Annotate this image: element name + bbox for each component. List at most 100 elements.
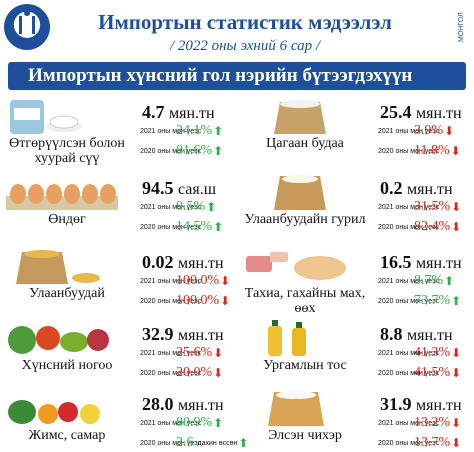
- change-percent: 13.2%: [414, 415, 451, 431]
- change-label: 2021 оны мөн үеэс: [378, 277, 440, 285]
- rice-sack-icon: [240, 96, 360, 136]
- amount-value: 4.7: [142, 102, 169, 122]
- change-note: дахин өссөн: [197, 439, 238, 447]
- product-card: Жимс, самар 28.0 мян.тн 2021 оны мөн үеэс8…: [2, 388, 248, 452]
- change-label: 2020 оны мөн үеэс: [140, 223, 202, 231]
- change-label: 2021 оны мөн үеэс: [140, 349, 202, 357]
- change-percent: 25.6%: [176, 345, 213, 361]
- product-amount: 32.9 мян.тн: [142, 324, 224, 345]
- arrow-up-icon: ⬆: [206, 199, 217, 214]
- change-label: 2020 оны мөн үеэс: [378, 147, 440, 155]
- sugar-sack-icon: [240, 388, 360, 428]
- arrow-up-icon: ⬆: [213, 219, 224, 234]
- change-label: 2021 оны мөн үеэс: [140, 277, 202, 285]
- arrow-up-icon: ⬆: [444, 273, 455, 288]
- product-name: Цагаан будаа: [266, 136, 344, 151]
- change-percent: 81.6%: [176, 143, 213, 159]
- product-card: Ургамлын тос 8.8 мян.тн 2021 оны мөн үеэс4…: [240, 318, 474, 384]
- logo-icon: [4, 4, 50, 50]
- amount-unit: мян.тн: [169, 105, 215, 122]
- milk-powder-icon: [2, 96, 122, 136]
- product-amount: 31.9 мян.тн: [380, 394, 462, 415]
- change-percent: 82.4%: [414, 219, 451, 235]
- change-label: 2021 оны мөн үеэс: [378, 203, 440, 211]
- change-percent: 41.5%: [414, 365, 451, 381]
- change-row: 2021 оны мөн үеэс3.9%⬇: [378, 122, 454, 140]
- meat-icon: [240, 246, 360, 286]
- arrow-down-icon: ⬇: [220, 293, 231, 308]
- arrow-down-icon: ⬇: [220, 273, 231, 288]
- amount-unit: мян.тн: [407, 181, 453, 198]
- product-name: Тахиа, гахайны мах, өөх: [244, 286, 366, 316]
- product-amount: 4.7 мян.тн: [142, 102, 215, 123]
- product-card: Хүнсний ногоо 32.9 мян.тн 2021 оны мөн үеэ…: [2, 318, 236, 384]
- amount-value: 94.5: [142, 178, 178, 198]
- change-label: 2020 оны мөн үеэс: [140, 297, 202, 305]
- fruits-icon: [2, 388, 122, 428]
- page-subtitle: / 2022 оны эхний 6 сар /: [169, 38, 321, 54]
- change-percent: 0.5%: [176, 199, 206, 215]
- change-row: 2020 оны мөн үеэс82.4%⬇: [378, 218, 461, 236]
- product-amount: 0.02 мян.тн: [142, 252, 224, 273]
- change-row: 2020 оны мөн үеэс41.5%⬇: [378, 364, 461, 382]
- arrow-up-icon: ⬆: [238, 435, 249, 450]
- product-name: Ургамлын тос: [263, 358, 347, 373]
- product-card: Улаанбуудайн гурил 0.2 мян.тн 2021 оны мөн…: [240, 172, 474, 238]
- side-logo-text: МОНГОЛ: [458, 12, 465, 42]
- banner-title: Импортын хүнсний гол нэрийн бүтээгдэхүүн: [28, 65, 413, 86]
- product-name: Улаанбуудай: [29, 286, 105, 301]
- amount-unit: мян.тн: [178, 397, 224, 414]
- amount-unit: мян.тн: [407, 327, 453, 344]
- change-row: 2021 оны мөн үеэс24.1%⬆: [140, 122, 223, 140]
- amount-value: 0.2: [380, 178, 407, 198]
- change-percent: 31.5%: [414, 199, 451, 215]
- amount-value: 8.8: [380, 324, 407, 344]
- arrow-up-icon: ⬆: [451, 293, 462, 308]
- change-row: 2020 оны мөн үеэс73.7%⬆: [378, 292, 461, 310]
- change-row: 2021 оны мөн үеэс31.5%⬇: [378, 198, 461, 216]
- product-card: Тахиа, гахайны мах, өөх 16.5 мян.тн 2021 о…: [240, 246, 474, 316]
- change-percent: 24.1%: [176, 123, 213, 139]
- amount-value: 0.02: [142, 252, 178, 272]
- arrow-down-icon: ⬇: [450, 143, 461, 158]
- change-percent: 80.9%: [176, 415, 213, 431]
- change-label: 2020 оны мөн үеэс: [378, 223, 440, 231]
- product-card: Өндөг 94.5 сая.ш 2021 оны мөн үеэс0.5%⬆ 202…: [2, 172, 236, 238]
- product-name: Элсэн чихэр: [268, 428, 342, 443]
- arrow-up-icon: ⬆: [213, 143, 224, 158]
- product-amount: 8.8 мян.тн: [380, 324, 453, 345]
- change-row: 2021 оны мөн үеэс80.9%⬆: [140, 414, 223, 432]
- change-percent: 11.8%: [414, 143, 450, 159]
- change-row: 2021 оны мөн үеэс41.3%⬇: [378, 344, 461, 362]
- change-label: 2021 оны мөн үеэс: [140, 127, 202, 135]
- product-card: Элсэн чихэр 31.9 мян.тн 2021 оны мөн үеэс1…: [240, 388, 474, 452]
- flour-sack-icon: [240, 172, 360, 212]
- change-percent: 100.0%: [176, 293, 220, 309]
- change-percent: 13.7%: [414, 435, 451, 451]
- eggs-icon: [2, 172, 122, 212]
- arrow-down-icon: ⬇: [451, 435, 462, 450]
- arrow-down-icon: ⬇: [451, 219, 462, 234]
- change-percent: 20.0%: [176, 365, 213, 381]
- product-amount: 25.4 мян.тн: [380, 102, 462, 123]
- change-row: 2020 оны мөн үеэс20.0%⬇: [140, 364, 223, 382]
- change-label: 2020 оны мөн үеэс: [140, 369, 202, 377]
- change-row: 2021 оны мөн үеэс100.0%⬇: [140, 272, 230, 290]
- product-name: Өтгөрүүлсэн болон хуурай сүү: [9, 136, 125, 166]
- change-percent: 14.5%: [176, 219, 213, 235]
- change-row: 2021 оны мөн үеэс0.5%⬆: [140, 198, 216, 216]
- change-percent: 73.7%: [414, 293, 451, 309]
- vegetables-icon: [2, 318, 122, 358]
- amount-unit: мян.тн: [178, 255, 224, 272]
- change-row: 2020 оны мөн үеэс81.6%⬆: [140, 142, 223, 160]
- product-amount: 94.5 сая.ш: [142, 178, 216, 199]
- product-amount: 28.0 мян.тн: [142, 394, 224, 415]
- amount-value: 25.4: [380, 102, 416, 122]
- change-label: 2021 оны мөн үеэс: [140, 203, 202, 211]
- product-name: Өндөг: [48, 212, 86, 227]
- change-label: 2020 оны мөн үеэс: [140, 439, 202, 447]
- change-percent: 8.7%: [414, 273, 444, 289]
- product-name: Улаанбуудайн гурил: [244, 212, 366, 227]
- change-percent: 3.9%: [414, 123, 444, 139]
- amount-value: 31.9: [380, 394, 416, 414]
